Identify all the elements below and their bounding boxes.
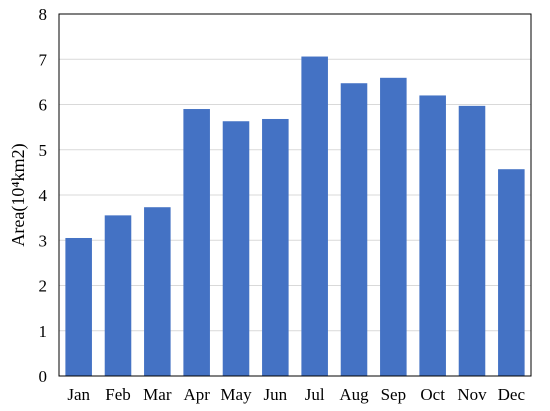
x-axis-ticks: Jan Feb Mar Apr May Jun Jul Aug Sep Oct Nov Dec: [67, 385, 525, 404]
bar-dec: [498, 169, 525, 376]
bar-nov: [458, 105, 486, 377]
y-tick-label-5: 5: [39, 141, 48, 160]
x-tick-label-jun: Jun: [264, 385, 288, 404]
bar-feb: [104, 215, 132, 376]
bar-aug: [340, 83, 368, 377]
y-tick-label-6: 6: [39, 96, 48, 115]
x-tick-label-mar: Mar: [143, 385, 172, 404]
bars: [65, 56, 525, 377]
bar-mar: [144, 207, 171, 376]
bar-apr: [183, 109, 210, 377]
y-tick-label-1: 1: [39, 322, 48, 341]
y-tick-label-0: 0: [39, 367, 48, 386]
x-tick-label-apr: Apr: [183, 385, 210, 404]
plot-frame: [58, 13, 532, 377]
x-tick-label-jul: Jul: [305, 385, 325, 404]
bar-oct: [419, 95, 446, 376]
y-tick-label-8: 8: [39, 5, 48, 24]
x-tick-label-oct: Oct: [420, 385, 445, 404]
bar-jul: [301, 56, 328, 376]
x-tick-label-may: May: [220, 385, 252, 404]
x-tick-label-aug: Aug: [339, 385, 369, 404]
y-axis-title: Area(10⁴km2): [8, 143, 29, 246]
y-axis-ticks: 0 1 2 3 4 5 6 7 8: [39, 5, 48, 386]
x-tick-label-nov: Nov: [457, 385, 487, 404]
y-tick-label-3: 3: [39, 231, 48, 250]
y-tick-label-2: 2: [39, 277, 48, 296]
x-tick-label-dec: Dec: [498, 385, 526, 404]
x-tick-label-sep: Sep: [381, 385, 407, 404]
bar-jun: [262, 118, 289, 376]
x-tick-label-feb: Feb: [105, 385, 131, 404]
bar-sep: [380, 77, 407, 377]
y-tick-label-4: 4: [39, 186, 48, 205]
x-tick-label-jan: Jan: [67, 385, 90, 404]
gridlines: [59, 58, 531, 332]
bar-jan: [65, 237, 92, 376]
y-tick-label-7: 7: [39, 50, 48, 69]
bar-may: [222, 121, 250, 377]
